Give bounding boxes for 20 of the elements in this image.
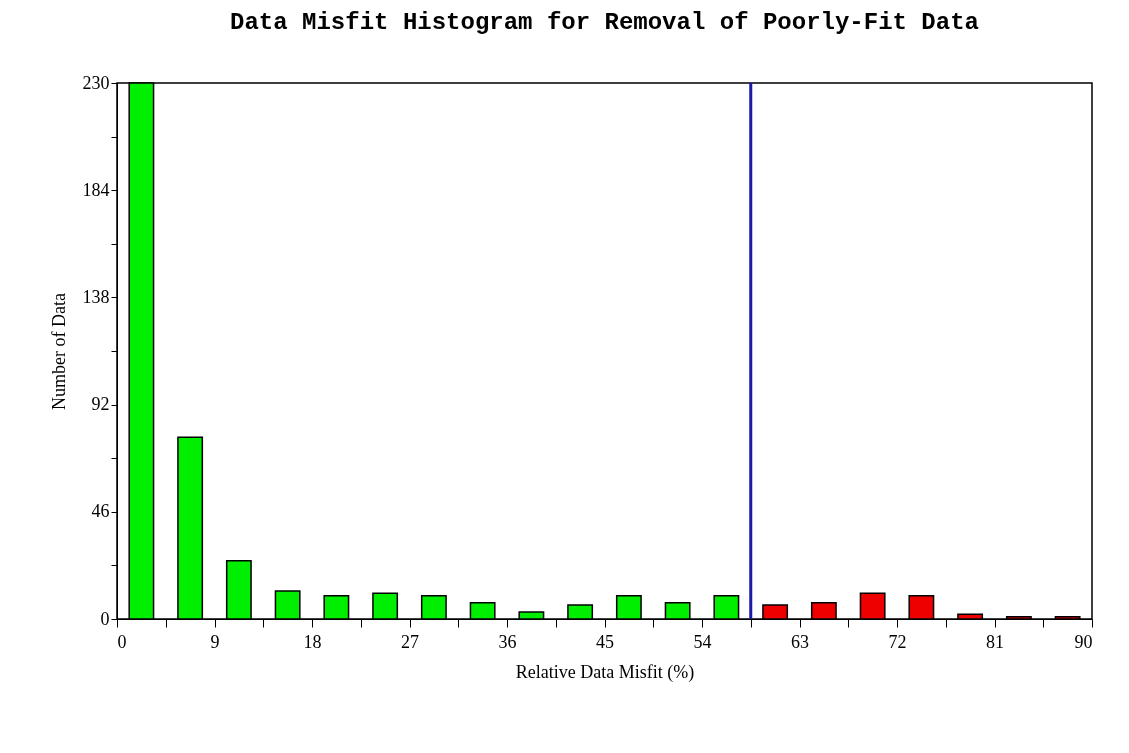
x-axis-title: Relative Data Misfit (%) [515, 661, 695, 683]
x-tick-label: 90 [1074, 631, 1093, 652]
y-tick-label: 184 [82, 179, 110, 200]
y-tick-label: 0 [100, 608, 110, 629]
x-tick-label: 72 [888, 631, 907, 652]
y-tick-label: 92 [91, 394, 110, 415]
x-tick-label: 18 [303, 631, 322, 652]
y-tick-label: 138 [82, 286, 110, 307]
x-tick-label: 63 [791, 631, 809, 652]
x-tick-label: 27 [401, 631, 419, 652]
chart-title: Data Misfit Histogram for Removal of Poorly-Fit Data [230, 9, 979, 36]
x-tick-label: 45 [596, 631, 614, 652]
y-tick-label: 46 [91, 501, 110, 522]
x-tick-label: 9 [210, 631, 220, 652]
x-tick-label: 36 [498, 631, 517, 652]
x-tick-label: 81 [986, 631, 1004, 652]
x-tick-label: 54 [693, 631, 712, 652]
y-axis-title: Number of Data [48, 293, 69, 410]
x-tick-label: 0 [117, 631, 127, 652]
y-tick-label: 230 [82, 72, 110, 93]
